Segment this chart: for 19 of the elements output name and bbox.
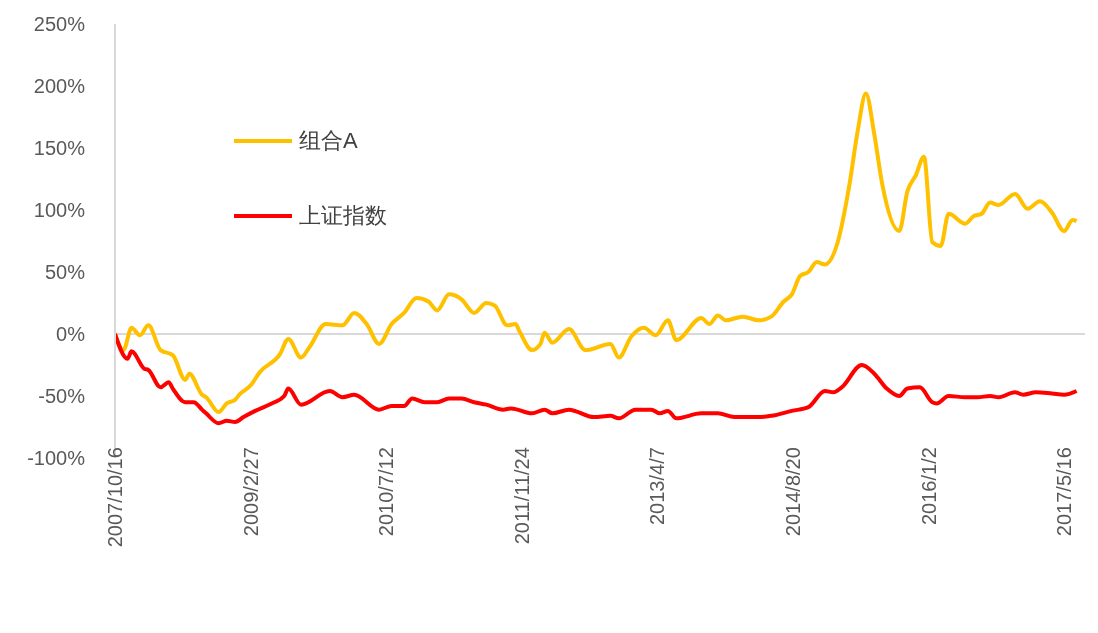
x-tick-label: 2013/4/7 [646,447,669,525]
x-tick-label: 2017/5/16 [1053,447,1076,537]
legend-label: 组合A [299,126,358,155]
y-tick-label: 100% [33,199,86,222]
legend-label: 上证指数 [299,201,387,230]
y-tick-label: 150% [33,137,86,160]
x-tick-label: 2016/1/2 [917,447,940,525]
y-tick-label: 250% [33,13,86,36]
line-series [115,332,1079,426]
x-tick-label: 2007/10/16 [104,447,126,548]
y-tick-label: -100% [27,447,86,470]
y-tick-label: 50% [44,261,86,284]
x-tick-label: 2009/2/27 [239,447,262,537]
y-tick-label: 0% [56,323,86,346]
y-tick-label: 200% [33,75,86,98]
x-tick-label: 2011/11/24 [510,447,533,545]
x-tick-label: 2010/7/12 [375,447,398,537]
y-tick-label: -50% [38,385,86,408]
x-tick-label: 2014/8/20 [781,447,804,537]
